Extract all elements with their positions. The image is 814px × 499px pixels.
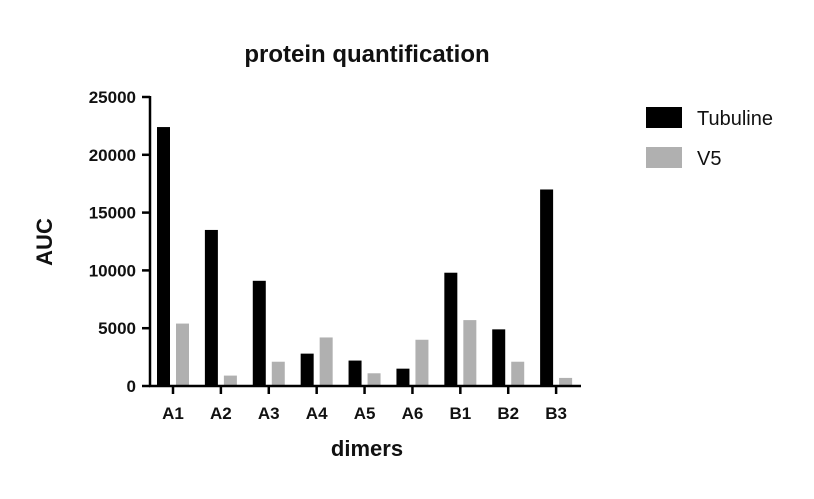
y-tick-label-20000: 20000 <box>89 146 136 165</box>
x-axis-label: dimers <box>331 436 403 461</box>
axes-layer: 0 5000 10000 15000 20000 25000 A1 A2 A3 A4 A5 A6 B1 B… <box>89 88 581 423</box>
bar-v5-a4 <box>319 337 333 386</box>
legend: Tubuline V5 <box>646 107 773 170</box>
y-tick-label-0: 0 <box>127 377 136 396</box>
x-tick-label-b1: B1 <box>449 404 471 423</box>
bar-tubuline-a5 <box>348 360 362 386</box>
bar-tubuline-b1 <box>444 272 458 386</box>
y-axis-label: AUC <box>32 218 57 266</box>
bar-v5-b2 <box>511 361 525 386</box>
bar-tubuline-a1 <box>157 127 170 386</box>
bar-v5-b3 <box>559 377 573 386</box>
bar-tubuline-b3 <box>540 189 554 386</box>
bar-tubuline-b2 <box>492 329 506 386</box>
y-tick-label-25000: 25000 <box>89 88 136 107</box>
bars-layer <box>157 127 573 386</box>
x-tick-label-a6: A6 <box>402 404 424 423</box>
x-tick-label-b3: B3 <box>545 404 567 423</box>
bar-v5-a2 <box>223 375 237 386</box>
bar-v5-a6 <box>415 339 429 386</box>
bar-v5-a5 <box>367 373 381 386</box>
legend-swatch-tubuline <box>646 107 682 128</box>
legend-swatch-v5 <box>646 147 682 168</box>
bar-tubuline-a6 <box>396 368 410 386</box>
bar-tubuline-a4 <box>300 353 314 386</box>
y-tick-label-10000: 10000 <box>89 261 136 280</box>
y-tick-label-5000: 5000 <box>98 319 136 338</box>
bar-tubuline-a3 <box>252 280 266 386</box>
x-tick-label-a5: A5 <box>354 404 376 423</box>
x-tick-label-a1: A1 <box>162 404 184 423</box>
bar-tubuline-a2 <box>204 229 218 386</box>
x-tick-label-a4: A4 <box>306 404 328 423</box>
bar-v5-b1 <box>463 320 477 386</box>
x-tick-label-a3: A3 <box>258 404 280 423</box>
bar-v5-a3 <box>271 361 285 386</box>
chart-title: protein quantification <box>244 41 489 68</box>
x-tick-label-b2: B2 <box>497 404 519 423</box>
x-tick-label-a2: A2 <box>210 404 232 423</box>
legend-label-v5: V5 <box>697 148 721 170</box>
legend-label-tubuline: Tubuline <box>697 108 773 130</box>
bar-v5-a1 <box>176 323 189 386</box>
y-tick-label-15000: 15000 <box>89 204 136 223</box>
